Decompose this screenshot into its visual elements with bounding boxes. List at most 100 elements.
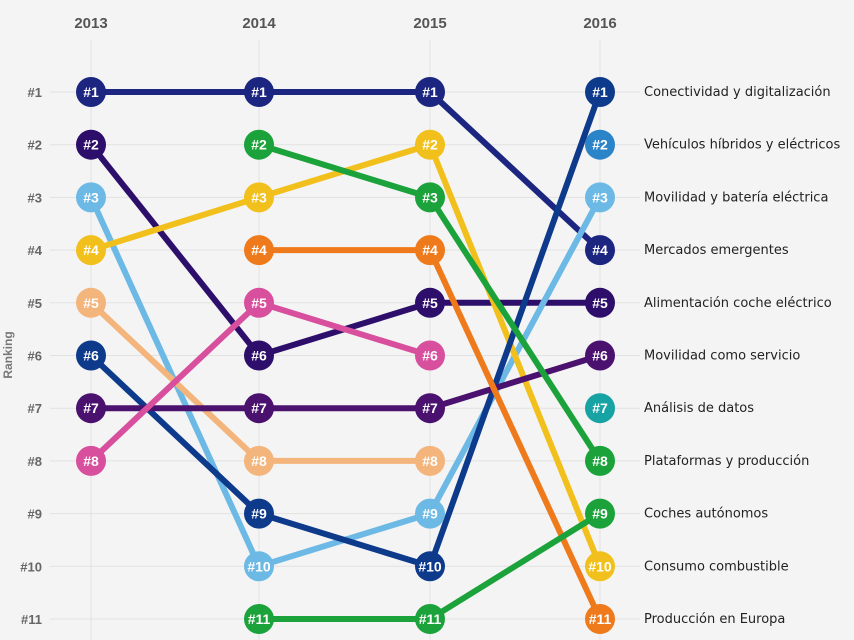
rank-tick-label: #5 (28, 296, 42, 311)
rank-node-circle (585, 604, 615, 634)
rank-node: #10 (244, 551, 274, 582)
rank-node-label: #7 (251, 400, 267, 416)
series-lines (88, 89, 603, 622)
rank-node-label: #9 (592, 506, 608, 522)
rank-tick-label: #9 (28, 507, 42, 522)
rank-tick-label: #8 (28, 454, 42, 469)
rank-node: #9 (244, 498, 274, 529)
rank-node-circle (244, 551, 274, 582)
rank-node-label: #1 (422, 84, 438, 100)
rank-node: #5 (76, 287, 106, 318)
series-line-segment (88, 141, 262, 359)
series-line-segment (256, 510, 433, 570)
series-line-segment (427, 247, 603, 622)
rank-node-label: #10 (588, 558, 612, 574)
rank-node-label: #1 (251, 84, 267, 100)
rank-tick-label: #2 (28, 138, 42, 153)
rank-node-circle (585, 498, 615, 529)
rank-node: #8 (415, 445, 445, 476)
rank-node-label: #8 (422, 453, 438, 469)
rank-node-label: #1 (592, 84, 608, 100)
rank-node-circle (244, 129, 274, 160)
rank-node: #5 (585, 287, 615, 318)
rank-node-circle (415, 498, 445, 529)
rank-node-label: #10 (418, 558, 442, 574)
rank-node-circle (585, 77, 615, 107)
rank-node-circle (415, 393, 445, 424)
rank-node: #5 (244, 287, 274, 318)
rank-node: #7 (76, 393, 106, 424)
rank-tick-label: #10 (20, 559, 42, 574)
rank-node: #3 (415, 182, 445, 213)
rank-node-circle (415, 77, 445, 107)
year-tick-label: 2016 (583, 15, 616, 32)
rank-node: #2 (244, 129, 274, 160)
rank-node-label: #8 (251, 453, 267, 469)
rank-node-label: #6 (422, 348, 438, 364)
rank-node-circle (244, 393, 274, 424)
rank-node: #2 (585, 129, 615, 160)
topic-label: Movilidad y batería eléctrica (644, 190, 828, 205)
year-tick-label: 2015 (413, 15, 446, 32)
rank-node: #1 (415, 77, 445, 107)
rank-tick-label: #6 (28, 349, 42, 364)
rank-node-circle (415, 340, 445, 371)
rank-tick-label: #7 (28, 401, 42, 416)
axes: 2013 2014 2015 2016 #1 #2 #3 #4 #5 #6 #7 #8 #9 #10 #11 (20, 15, 616, 627)
rank-node: #1 (585, 77, 615, 107)
rank-node-circle (415, 287, 445, 318)
rank-node: #6 (244, 340, 274, 371)
rank-node-circle (244, 340, 274, 371)
rank-node: #1 (76, 77, 106, 107)
rank-node-label: #5 (83, 295, 99, 311)
rank-tick-label: #4 (28, 243, 43, 258)
rank-node-label: #11 (248, 611, 271, 627)
rank-node-label: #2 (83, 137, 99, 153)
series-line-segment (88, 194, 262, 254)
rank-node: #7 (585, 393, 615, 424)
rank-node-circle (415, 551, 445, 582)
rank-node-circle (76, 77, 106, 107)
rank-node-circle (76, 129, 106, 160)
rank-node-label: #1 (83, 84, 99, 100)
rank-node: #10 (415, 551, 445, 582)
rank-node: #7 (244, 393, 274, 424)
rank-node: #1 (244, 77, 274, 107)
rank-node: #2 (76, 129, 106, 160)
rank-node-circle (585, 340, 615, 371)
topic-label: Mercados emergentes (644, 243, 789, 258)
rank-node-label: #2 (422, 137, 438, 153)
series-line-segment (427, 194, 603, 464)
series-line-segment (427, 141, 603, 570)
rank-node-label: #11 (589, 611, 612, 627)
rank-node-circle (76, 182, 106, 213)
end-labels: Conectividad y digitalización Vehículos h… (644, 85, 840, 627)
rank-node-circle (244, 77, 274, 107)
topic-label: Movilidad como servicio (644, 349, 800, 364)
rank-node-circle (415, 182, 445, 213)
rank-node-label: #4 (422, 242, 438, 258)
rank-node-circle (244, 287, 274, 318)
rank-node: #11 (415, 604, 445, 634)
rank-tick-label: #11 (21, 612, 42, 627)
rank-node-circle (76, 393, 106, 424)
rank-node-circle (76, 287, 106, 318)
rank-node-label: #5 (592, 295, 608, 311)
rank-node-circle (585, 129, 615, 160)
rank-node: #6 (415, 340, 445, 371)
rank-node-label: #10 (247, 558, 271, 574)
rank-node-label: #6 (83, 348, 99, 364)
rank-node-label: #4 (83, 242, 99, 258)
rank-node-label: #6 (592, 348, 608, 364)
rank-node-circle (244, 182, 274, 213)
rank-node-circle (415, 129, 445, 160)
rank-node-label: #6 (251, 348, 267, 364)
rank-node-circle (585, 445, 615, 476)
rank-node: #8 (585, 445, 615, 476)
topic-label: Coches autónomos (644, 507, 768, 522)
rank-node-label: #3 (83, 189, 99, 205)
year-tick-label: 2013 (74, 15, 107, 32)
rank-node: #4 (76, 235, 106, 266)
rank-tick-label: #3 (28, 190, 42, 205)
rank-node-label: #7 (592, 400, 608, 416)
